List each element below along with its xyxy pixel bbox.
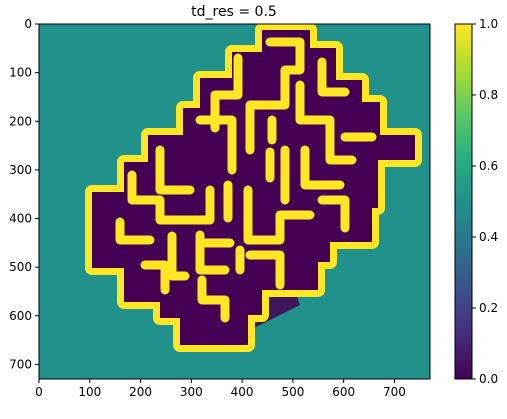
- y-tick-label: 100: [9, 66, 32, 80]
- x-tick-label: 300: [180, 385, 203, 399]
- y-axis: 0 100 200 300 400 500 600 700: [9, 17, 39, 371]
- x-tick-label: 500: [281, 385, 304, 399]
- x-tick-label: 600: [332, 385, 355, 399]
- colorbar-tick-label: 0.2: [479, 301, 498, 315]
- x-axis: 0 100 200 300 400 500 600 700: [35, 379, 406, 399]
- x-tick-label: 100: [78, 385, 101, 399]
- y-tick-label: 0: [24, 17, 32, 31]
- colorbar-tick-label: 0.0: [479, 372, 498, 386]
- maze-inner-walls: [115, 37, 377, 323]
- y-tick-label: 500: [9, 260, 32, 274]
- chart-title: td_res = 0.5: [191, 4, 277, 20]
- y-tick-label: 700: [9, 357, 32, 371]
- colorbar-gradient: [455, 24, 472, 379]
- heatmap-image: [39, 24, 430, 379]
- x-tick-label: 200: [129, 385, 152, 399]
- x-tick-label: 0: [35, 385, 43, 399]
- colorbar: 0.0 0.2 0.4 0.6 0.8 1.0: [454, 17, 498, 386]
- y-tick-label: 200: [9, 114, 32, 128]
- y-tick-label: 300: [9, 163, 32, 177]
- colorbar-tick-label: 0.6: [479, 159, 498, 173]
- x-tick-label: 700: [383, 385, 406, 399]
- x-tick-label: 400: [231, 385, 254, 399]
- colorbar-tick-label: 0.4: [479, 230, 498, 244]
- plot-frame: [38, 23, 431, 380]
- colorbar-tick-label: 0.8: [479, 88, 498, 102]
- colorbar-tick-label: 1.0: [479, 17, 498, 31]
- y-tick-label: 400: [9, 212, 32, 226]
- y-tick-label: 600: [9, 309, 32, 323]
- colorbar-frame: [454, 23, 473, 380]
